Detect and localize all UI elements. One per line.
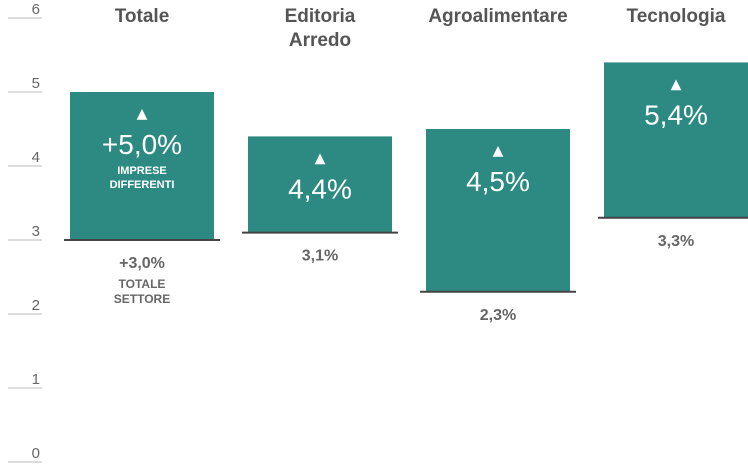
bar-value-label: +5,0% — [102, 129, 182, 160]
base-sub-label: SETTORE — [114, 292, 170, 306]
base-value-label: +3,0% — [119, 255, 165, 272]
bar — [70, 92, 214, 240]
y-tick-label: 6 — [32, 1, 40, 18]
up-arrow-icon: ▲ — [137, 106, 148, 122]
bar-value-label: 4,5% — [466, 166, 530, 197]
base-value-label: 3,3% — [658, 233, 694, 250]
category-label: Arredo — [289, 30, 351, 51]
bar-sub-label: DIFFERENTI — [110, 179, 175, 191]
y-axis: 0 1 2 3 4 5 6 — [8, 1, 42, 463]
bar-sub-label: IMPRESE — [117, 165, 167, 177]
bar — [604, 62, 748, 218]
category-label: Editoria — [285, 6, 356, 27]
y-tick-label: 1 — [32, 371, 40, 388]
category-label: Agroalimentare — [428, 6, 567, 27]
up-arrow-icon: ▲ — [671, 76, 682, 92]
y-tick-label: 2 — [32, 297, 40, 314]
base-value-label: 3,1% — [302, 248, 338, 265]
y-tick-label: 5 — [32, 75, 40, 92]
up-arrow-icon: ▲ — [315, 150, 326, 166]
bar — [248, 136, 392, 233]
y-tick-label: 0 — [32, 445, 40, 462]
category-labels: Totale Editoria Arredo Agroalimentare Tecnol… — [115, 6, 726, 51]
y-tick-label: 3 — [32, 223, 40, 240]
bar — [426, 129, 570, 292]
category-label: Tecnologia — [627, 6, 726, 27]
up-arrow-icon: ▲ — [493, 143, 504, 159]
bar-value-label: 4,4% — [288, 173, 352, 204]
category-label: Totale — [115, 6, 170, 27]
y-tick-label: 4 — [32, 149, 40, 166]
base-value-label: 2,3% — [480, 307, 516, 324]
bars: ▲ +5,0% IMPRESE DIFFERENTI +3,0% TOTALESETTOR… — [64, 62, 748, 324]
bar-value-label: 5,4% — [644, 99, 708, 130]
base-sub-label: TOTALE — [119, 277, 166, 291]
